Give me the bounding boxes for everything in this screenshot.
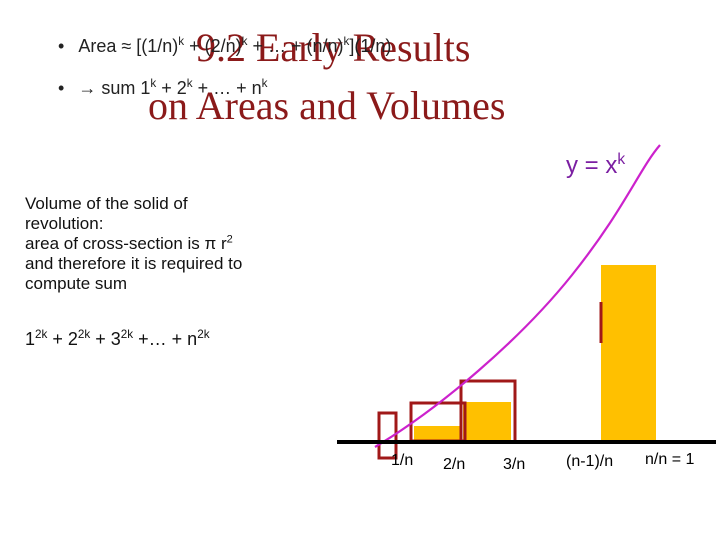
bullet1-exp3: k bbox=[343, 35, 350, 48]
curve-label-base: y = x bbox=[566, 152, 618, 179]
volume-text-line: compute sum bbox=[25, 274, 128, 293]
volume-text-line: area of cross-section is π r2 bbox=[25, 233, 233, 253]
curve-equation-label: y = xk bbox=[566, 152, 625, 180]
bullet1-exp1: k bbox=[178, 35, 185, 48]
bullet2-exp2: k bbox=[186, 77, 193, 90]
bullet1-mid2: + … + (n/n) bbox=[247, 36, 344, 56]
slide-title-line1: 9.2 Early Results bbox=[196, 25, 471, 70]
box-1 bbox=[377, 411, 398, 460]
bullet2-exp3: k bbox=[261, 77, 268, 90]
curve-label-exponent: k bbox=[617, 151, 626, 168]
volume-text-line: revolution: bbox=[25, 214, 104, 233]
slide-title-line2: on Areas and Volumes bbox=[148, 83, 506, 128]
bar-n bbox=[601, 265, 656, 442]
curve-y-equals-x-power-k bbox=[374, 144, 661, 448]
bullet1-prefix: Area ≈ [(1/n) bbox=[78, 36, 179, 56]
sum-of-powers-formula: 12k + 22k + 32k +… + n2k bbox=[25, 328, 210, 349]
bullet1-suffix: ](1/n) bbox=[349, 36, 392, 56]
bullet2-mid1: + 2 bbox=[156, 78, 187, 98]
x-tick-label: (n-1)/n bbox=[566, 453, 614, 470]
volume-explanation: Volume of the solid of revolution: area … bbox=[25, 194, 242, 294]
x-tick-label: n/n = 1 bbox=[645, 451, 695, 468]
bar-3 bbox=[463, 402, 511, 442]
bullet2-mid2: + … + n bbox=[192, 78, 262, 98]
volume-text-line: Volume of the solid of bbox=[25, 194, 188, 213]
bullet2-prefix: → sum 1 bbox=[78, 78, 151, 98]
bullet1-mid1: + (2/n) bbox=[184, 36, 242, 56]
bullet1-exp2: k bbox=[241, 35, 248, 48]
bullet-icon: • bbox=[58, 78, 65, 98]
volume-text-line: and therefore it is required to bbox=[25, 254, 243, 273]
x-tick-label: 2/n bbox=[443, 456, 466, 473]
bar-2 bbox=[414, 426, 462, 442]
bullet-sum-powers: • → sum 1k + 2k + … + nk bbox=[58, 78, 267, 99]
bullet2-exp1: k bbox=[150, 77, 157, 90]
bullet-icon: • bbox=[58, 36, 65, 56]
x-tick-label: 3/n bbox=[503, 456, 526, 473]
bullet-area-formula: • Area ≈ [(1/n)k + (2/n)k + … + (n/n)k](1… bbox=[58, 36, 391, 57]
x-tick-label: 1/n bbox=[391, 452, 414, 469]
radius-exponent: 2 bbox=[226, 233, 233, 246]
